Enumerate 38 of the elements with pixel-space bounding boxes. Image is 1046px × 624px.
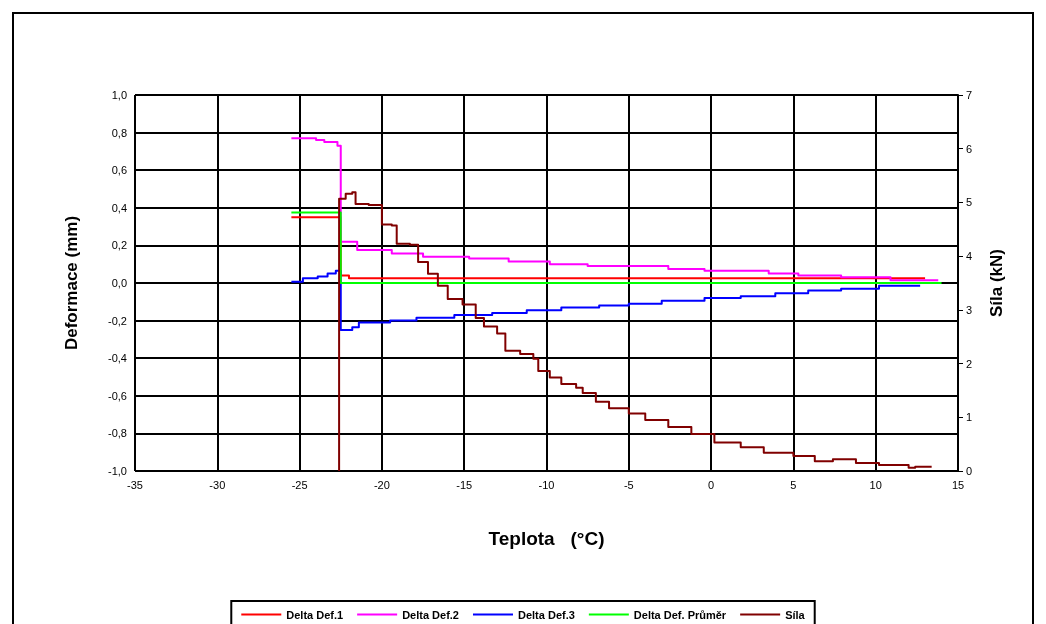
y-tick-label: 0,0 — [111, 277, 127, 289]
legend-label: Delta Def.3 — [517, 608, 575, 621]
x-tick-label: -15 — [456, 478, 473, 491]
legend-label: Delta Def. Průměr — [633, 608, 727, 621]
y-tick-label: -0,6 — [108, 389, 127, 402]
y2-tick-label: 5 — [966, 196, 973, 209]
x-tick-label: 0 — [708, 478, 715, 491]
y-tick-label: -0,2 — [108, 314, 127, 327]
x-tick-label: -25 — [291, 478, 308, 491]
y2-tick-label: 0 — [966, 465, 973, 477]
x-tick-label: -35 — [127, 478, 143, 491]
x-tick-label: -30 — [209, 478, 226, 491]
x-tick-label: 15 — [951, 478, 965, 491]
y-tick-label: 0,6 — [111, 164, 127, 177]
x-tick-label: 5 — [790, 478, 797, 491]
y-tick-label: 0,8 — [111, 126, 127, 139]
y2-tick-label: 6 — [966, 142, 973, 155]
y2-tick-label: 7 — [966, 89, 973, 101]
y2-tick-label: 2 — [966, 357, 973, 370]
y-tick-label: 1,0 — [111, 89, 127, 101]
y2-tick-label: 4 — [966, 250, 973, 263]
x-tick-label: -5 — [623, 478, 634, 491]
y2-tick-label: 3 — [966, 303, 973, 316]
y-tick-label: 0,4 — [111, 201, 127, 214]
legend-label: Delta Def.1 — [286, 608, 344, 621]
x-tick-label: -10 — [538, 478, 555, 491]
legend-label: Delta Def.2 — [402, 608, 459, 621]
x-tick-label: -20 — [373, 478, 390, 491]
y-axis-title: Deformace (mm) — [62, 215, 81, 351]
y-tick-label: -0,8 — [108, 427, 127, 440]
x-tick-label: 10 — [869, 478, 882, 491]
y2-axis-title: Síla (kN) — [987, 248, 1006, 318]
y2-tick-label: 1 — [966, 411, 973, 424]
y-tick-label: -0,4 — [108, 352, 127, 365]
y-tick-label: -1,0 — [108, 465, 127, 477]
y-tick-label: 0,2 — [111, 239, 127, 252]
x-axis-title: Teplota (°C) — [488, 528, 605, 549]
legend-label: Síla — [785, 608, 806, 621]
